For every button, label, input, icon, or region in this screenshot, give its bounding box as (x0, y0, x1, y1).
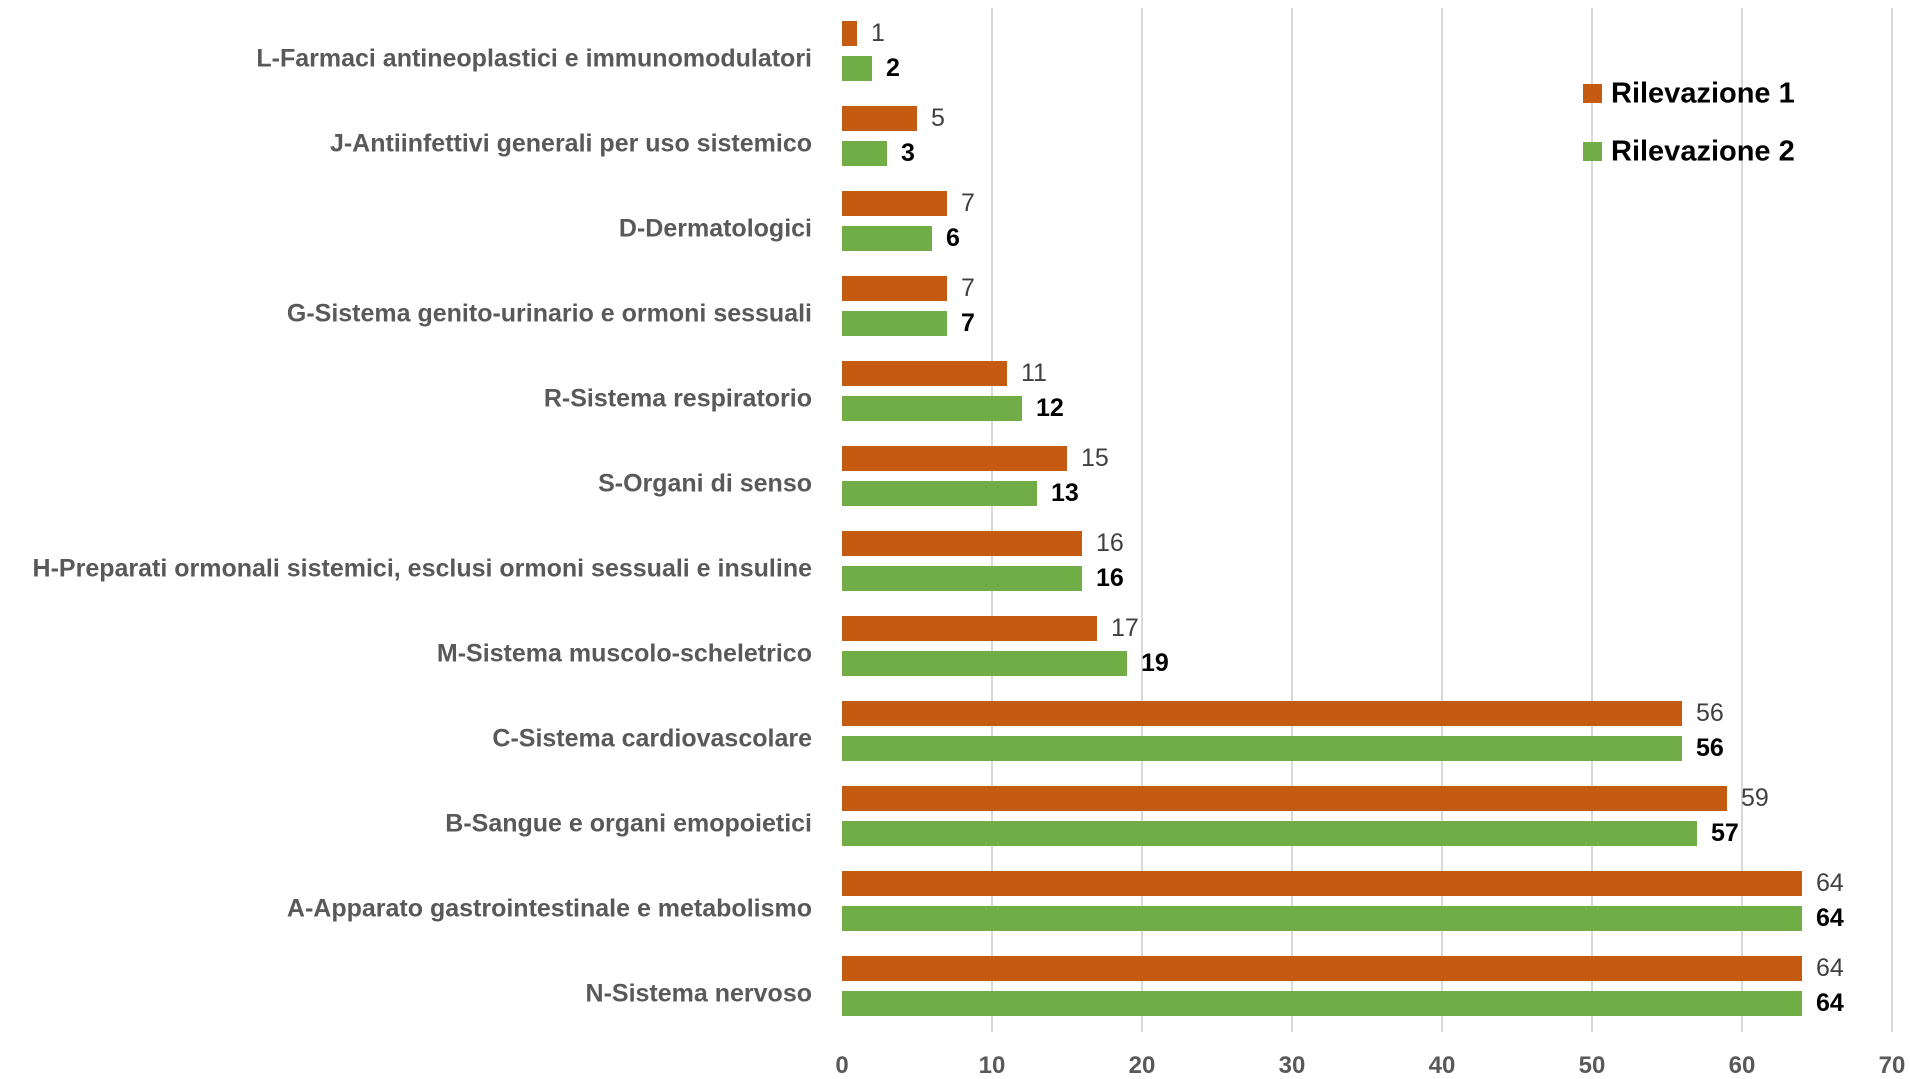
gridlines (991, 8, 1893, 1032)
bar (842, 821, 1697, 846)
bar (842, 736, 1682, 761)
bar (842, 566, 1082, 591)
data-label: 7 (961, 189, 975, 217)
bar (842, 141, 887, 166)
bar (842, 446, 1067, 471)
x-tick-label: 30 (1279, 1052, 1306, 1079)
x-tick-label: 60 (1729, 1052, 1756, 1079)
legend-label: Rilevazione 1 (1611, 78, 1795, 110)
category-label: H-Preparati ormonali sistemici, esclusi … (33, 555, 813, 583)
bar (842, 906, 1802, 931)
data-label: 64 (1816, 869, 1844, 897)
x-tick-label: 10 (979, 1052, 1006, 1079)
bar (842, 106, 917, 131)
bar (842, 276, 947, 301)
data-label: 64 (1816, 989, 1844, 1017)
x-tick-label: 40 (1429, 1052, 1456, 1079)
category-label: B-Sangue e organi emopoietici (445, 810, 812, 838)
x-tick-label: 20 (1129, 1052, 1156, 1079)
category-label: G-Sistema genito-urinario e ormoni sessu… (287, 300, 812, 328)
data-label: 12 (1036, 394, 1064, 422)
bar (842, 991, 1802, 1016)
data-label: 15 (1081, 444, 1109, 472)
x-tick-label: 70 (1879, 1052, 1906, 1079)
data-label: 19 (1141, 649, 1169, 677)
category-label: J-Antiinfettivi generali per uso sistemi… (330, 130, 812, 158)
data-label: 11 (1021, 359, 1047, 387)
bar (842, 481, 1037, 506)
data-label: 16 (1096, 564, 1124, 592)
category-label: M-Sistema muscolo-scheletrico (437, 640, 812, 668)
data-label: 6 (946, 224, 960, 252)
bar (842, 191, 947, 216)
category-label: S-Organi di senso (598, 470, 812, 498)
data-label: 56 (1696, 699, 1724, 727)
bar (842, 651, 1127, 676)
legend-swatch (1583, 142, 1602, 161)
legend-label: Rilevazione 2 (1611, 136, 1795, 168)
bar (842, 616, 1097, 641)
data-label: 59 (1741, 784, 1769, 812)
data-label: 16 (1096, 529, 1124, 557)
bar (842, 871, 1802, 896)
bar (842, 21, 857, 46)
category-label: A-Apparato gastrointestinale e metabolis… (287, 895, 812, 923)
data-label: 13 (1051, 479, 1079, 507)
data-label: 7 (961, 274, 975, 302)
bar (842, 531, 1082, 556)
data-label: 3 (901, 139, 915, 167)
data-label: 64 (1816, 954, 1844, 982)
x-tick-label: 0 (835, 1052, 848, 1079)
bar (842, 701, 1682, 726)
bar (842, 311, 947, 336)
data-label: 1 (871, 19, 885, 47)
data-label: 17 (1111, 614, 1139, 642)
data-label: 64 (1816, 904, 1844, 932)
data-label: 7 (961, 309, 975, 337)
bar (842, 56, 872, 81)
category-label: R-Sistema respiratorio (544, 385, 812, 413)
data-label: 5 (931, 104, 945, 132)
category-label: C-Sistema cardiovascolare (492, 725, 812, 753)
x-tick-label: 50 (1579, 1052, 1606, 1079)
bar (842, 786, 1727, 811)
bar (842, 226, 932, 251)
category-labels: L-Farmaci antineoplastici e immunomodula… (33, 45, 813, 1008)
data-label: 56 (1696, 734, 1724, 762)
data-label: 2 (886, 54, 900, 82)
category-label: N-Sistema nervoso (586, 980, 812, 1008)
bar (842, 361, 1007, 386)
bar (842, 956, 1802, 981)
data-label: 57 (1711, 819, 1739, 847)
bar (842, 396, 1022, 421)
x-axis-ticks: 0 10 20 30 40 50 60 70 (835, 1052, 1905, 1079)
category-label: L-Farmaci antineoplastici e immunomodula… (256, 45, 812, 73)
legend-swatch (1583, 84, 1602, 103)
category-label: D-Dermatologici (619, 215, 812, 243)
legend: Rilevazione 1 Rilevazione 2 (1583, 78, 1795, 168)
